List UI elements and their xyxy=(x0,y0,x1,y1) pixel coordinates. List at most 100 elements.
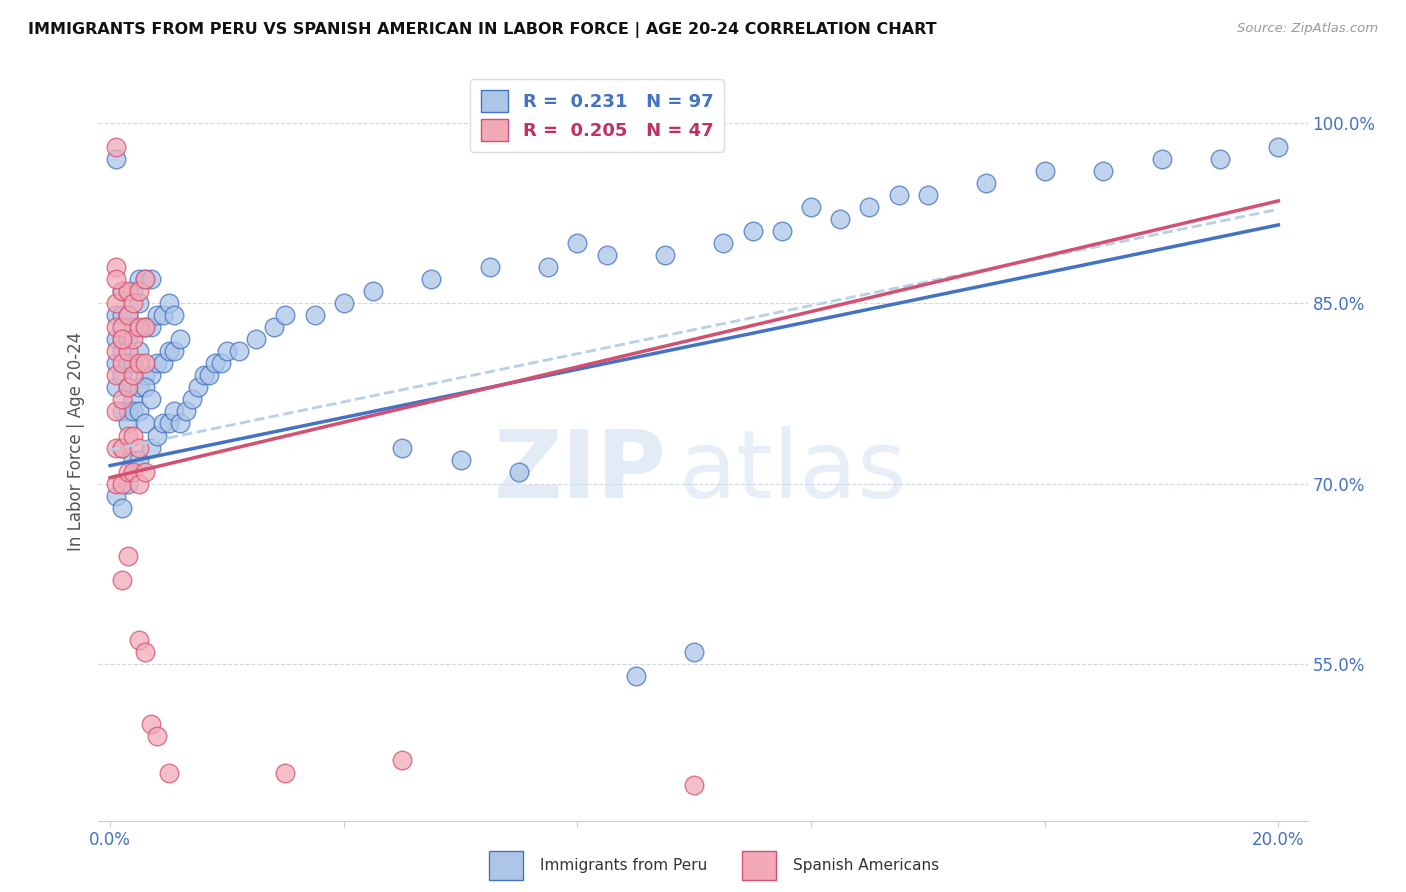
Point xyxy=(128,476,150,491)
Point xyxy=(139,320,162,334)
Text: IMMIGRANTS FROM PERU VS SPANISH AMERICAN IN LABOR FORCE | AGE 20-24 CORRELATION : IMMIGRANTS FROM PERU VS SPANISH AMERICAN… xyxy=(28,22,936,38)
Point xyxy=(683,645,706,659)
Point xyxy=(134,272,156,286)
Point xyxy=(111,308,134,322)
Point xyxy=(134,645,156,659)
Point xyxy=(122,368,145,383)
Point xyxy=(887,187,910,202)
Text: atlas: atlas xyxy=(679,425,907,518)
Point xyxy=(508,465,530,479)
Point xyxy=(117,476,139,491)
Point xyxy=(104,260,127,274)
Point xyxy=(683,778,706,792)
Point xyxy=(122,296,145,310)
Point xyxy=(128,320,150,334)
Point xyxy=(111,284,134,298)
Legend: R =  0.231   N = 97, R =  0.205   N = 47: R = 0.231 N = 97, R = 0.205 N = 47 xyxy=(470,79,724,152)
Point xyxy=(104,368,127,383)
Point xyxy=(128,296,150,310)
Point xyxy=(858,200,880,214)
Point xyxy=(134,320,156,334)
Point xyxy=(152,356,174,370)
Y-axis label: In Labor Force | Age 20-24: In Labor Force | Age 20-24 xyxy=(66,332,84,551)
Point xyxy=(128,380,150,394)
Point xyxy=(104,320,127,334)
Point xyxy=(304,308,326,322)
Point xyxy=(169,417,191,431)
Point xyxy=(122,452,145,467)
Point xyxy=(111,441,134,455)
Text: ZIP: ZIP xyxy=(494,425,666,518)
Point xyxy=(770,224,793,238)
Point xyxy=(361,284,384,298)
Point xyxy=(478,260,501,274)
Point xyxy=(157,296,180,310)
Point xyxy=(157,765,180,780)
Bar xyxy=(742,851,776,880)
Point xyxy=(146,308,169,322)
Point xyxy=(139,717,162,731)
Point xyxy=(420,272,443,286)
Point xyxy=(274,765,297,780)
Point xyxy=(111,344,134,359)
Point xyxy=(104,332,127,346)
Point xyxy=(122,356,145,370)
Point xyxy=(111,332,134,346)
Point xyxy=(163,404,186,418)
Point xyxy=(122,320,145,334)
Point xyxy=(204,356,226,370)
Point xyxy=(122,428,145,442)
Point xyxy=(117,284,139,298)
Point xyxy=(128,441,150,455)
Point xyxy=(450,452,472,467)
Point xyxy=(104,308,127,322)
Point xyxy=(111,320,134,334)
Point xyxy=(111,404,134,418)
Point xyxy=(1092,163,1115,178)
Point xyxy=(391,754,413,768)
Point xyxy=(146,428,169,442)
Point xyxy=(139,272,162,286)
Point xyxy=(163,308,186,322)
Point xyxy=(128,344,150,359)
Point xyxy=(595,248,617,262)
Point xyxy=(122,392,145,407)
Point xyxy=(111,573,134,587)
Point xyxy=(1209,152,1232,166)
Point xyxy=(134,356,156,370)
Point xyxy=(537,260,560,274)
Point xyxy=(180,392,202,407)
Point xyxy=(198,368,221,383)
Point xyxy=(163,344,186,359)
Point xyxy=(174,404,197,418)
Point xyxy=(830,211,852,226)
Point xyxy=(169,332,191,346)
Point xyxy=(134,272,156,286)
Point xyxy=(567,235,589,250)
Point xyxy=(152,308,174,322)
Point xyxy=(122,284,145,298)
Point xyxy=(117,380,139,394)
Point xyxy=(187,380,209,394)
Text: Source: ZipAtlas.com: Source: ZipAtlas.com xyxy=(1237,22,1378,36)
Point xyxy=(134,417,156,431)
Point xyxy=(741,224,763,238)
Point xyxy=(111,356,134,370)
Point xyxy=(104,476,127,491)
Point xyxy=(104,404,127,418)
Point xyxy=(215,344,238,359)
Point xyxy=(391,441,413,455)
Point xyxy=(134,368,156,383)
Point xyxy=(128,633,150,648)
Point xyxy=(122,465,145,479)
Point xyxy=(117,308,139,322)
Point xyxy=(117,308,139,322)
Point xyxy=(157,344,180,359)
Point xyxy=(1267,139,1289,153)
Text: Spanish Americans: Spanish Americans xyxy=(793,858,939,872)
Point xyxy=(117,344,139,359)
Point xyxy=(263,320,285,334)
Point xyxy=(111,368,134,383)
Point xyxy=(139,368,162,383)
Point xyxy=(332,296,354,310)
